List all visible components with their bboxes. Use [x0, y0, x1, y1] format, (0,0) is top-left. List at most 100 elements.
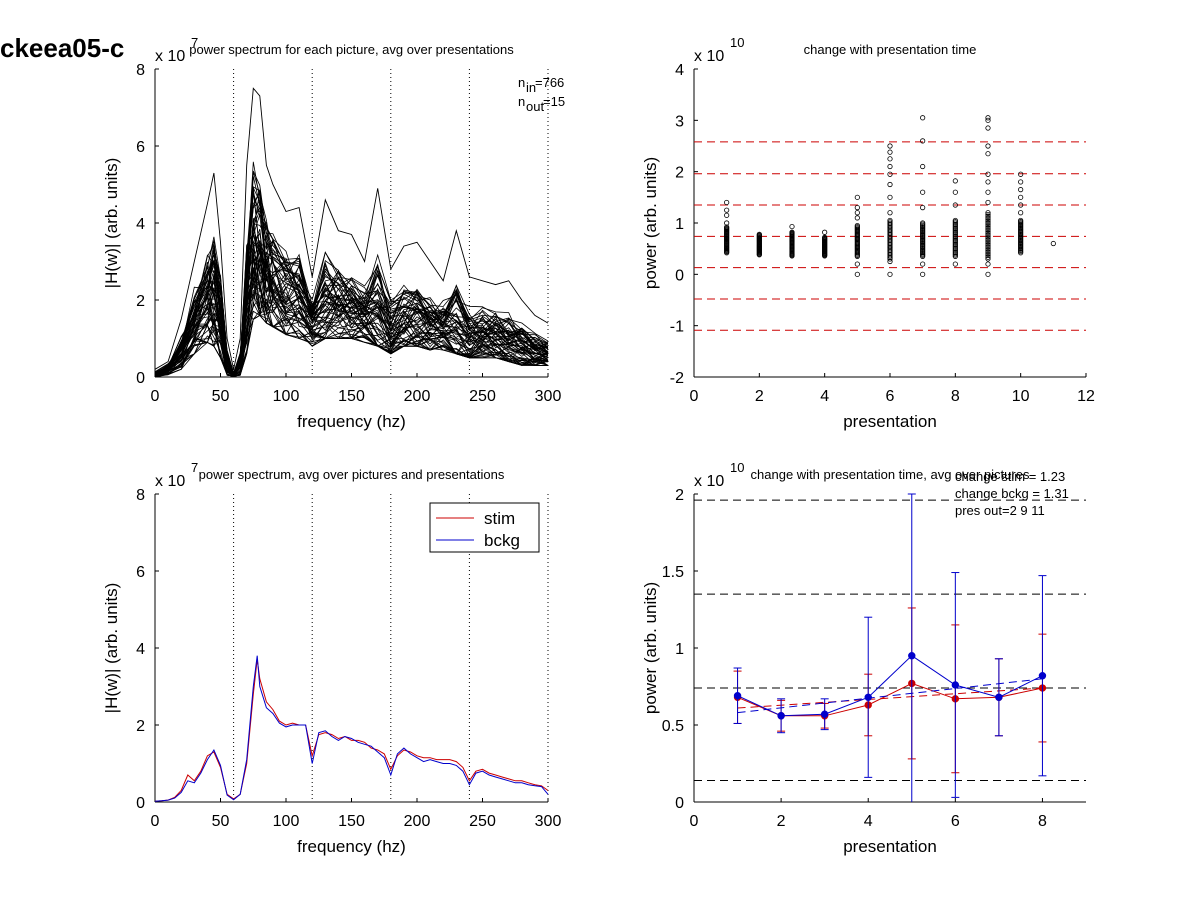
- legend: stim bckg: [429, 502, 540, 553]
- scatter-point: [985, 218, 991, 224]
- scatter-point: [887, 194, 893, 200]
- scatter-point: [985, 213, 991, 219]
- scatter-point: [920, 163, 926, 170]
- x-axis-label: frequency (hz): [297, 837, 406, 856]
- scatter-point: [952, 189, 958, 195]
- y-axis-label: |H(w)| (arb. units): [102, 158, 121, 289]
- scatter-point: [887, 271, 893, 277]
- scatter-point: [985, 234, 991, 240]
- scatter-point: [985, 227, 991, 233]
- x-tick-label: 200: [404, 813, 431, 830]
- x-tick-label: 250: [469, 388, 496, 405]
- series-point-bckg: [864, 693, 872, 701]
- y-tick-label: 2: [675, 487, 684, 504]
- scatter-point: [887, 143, 893, 149]
- scatter-point: [985, 254, 991, 260]
- scatter-point: [985, 179, 991, 185]
- scatter-point: [952, 261, 958, 267]
- x-tick-label: 150: [338, 813, 365, 830]
- scatter-point: [920, 205, 926, 211]
- spectrum-trace: [154, 248, 549, 377]
- scatter-point: [1018, 194, 1024, 200]
- axes-title: power spectrum, avg over pictures and pr…: [199, 467, 505, 482]
- y-exponent-power: 10: [730, 35, 744, 50]
- series-point-bckg: [1038, 672, 1047, 680]
- scatter-point: [985, 225, 991, 231]
- scatter-point: [952, 202, 958, 208]
- x-tick-label: 0: [690, 813, 699, 830]
- series-point-bckg: [995, 693, 1003, 701]
- series-line-bckg: [737, 655, 1043, 717]
- annotation-line: pres out=2 9 11: [955, 503, 1045, 518]
- x-tick-label: 4: [864, 813, 873, 830]
- panel-p1: 0 50 100 150 200 250 300 0 2 4 6 8 frequency (hz) |H(…: [102, 35, 565, 431]
- y-tick-label: 2: [675, 165, 684, 182]
- scatter-point: [887, 258, 893, 265]
- axes-title: change with presentation time, avg over …: [751, 467, 1030, 482]
- y-axis-label: |H(w)| (arb. units): [102, 583, 121, 714]
- y-tick-label: 4: [136, 641, 145, 658]
- y-tick-label: 2: [136, 293, 145, 310]
- scatter-point: [985, 228, 991, 235]
- scatter-point: [887, 219, 893, 225]
- y-tick-label: 6: [136, 139, 145, 156]
- y-exponent: x 10: [155, 473, 185, 490]
- annotation-in-base: n: [518, 75, 525, 90]
- scatter-point: [1018, 179, 1024, 185]
- scatter-point: [985, 244, 991, 250]
- x-tick-label: 10: [1012, 388, 1030, 405]
- x-tick-label: 8: [951, 388, 960, 405]
- scatter-point: [985, 115, 991, 121]
- y-tick-label: 8: [136, 487, 145, 504]
- scatter-point: [985, 189, 991, 195]
- scatter-point: [887, 163, 893, 170]
- scatter-point: [985, 232, 991, 238]
- x-axis-label: presentation: [843, 837, 937, 856]
- y-tick-label: 3: [675, 113, 684, 130]
- y-tick-label: 0: [136, 795, 145, 812]
- scatter-point: [887, 220, 893, 226]
- figure-title: ckeea05-c: [0, 33, 124, 63]
- y-tick-label: 4: [136, 216, 145, 233]
- scatter-point: [854, 205, 860, 211]
- scatter-point: [985, 251, 991, 257]
- x-tick-label: 200: [404, 388, 431, 405]
- axes-title: change with presentation time: [804, 42, 977, 57]
- trend-line-stim: [737, 687, 1043, 709]
- scatter-point: [985, 230, 991, 236]
- scatter-point: [1018, 171, 1024, 177]
- scatter-point: [920, 189, 926, 195]
- scatter-point: [985, 240, 991, 247]
- scatter-point: [985, 215, 991, 221]
- legend-label-bckg: bckg: [484, 531, 520, 550]
- x-tick-label: 0: [151, 813, 160, 830]
- scatter-point: [985, 261, 991, 267]
- scatter-point: [985, 125, 991, 131]
- y-exponent-power: 7: [191, 35, 198, 50]
- scatter-point: [985, 237, 991, 243]
- x-tick-label: 6: [886, 388, 895, 405]
- scatter-point: [985, 249, 991, 255]
- spectrum-trace-max: [154, 87, 549, 370]
- scatter-point: [920, 115, 926, 121]
- scatter-point: [822, 229, 828, 235]
- x-tick-label: 2: [777, 813, 786, 830]
- scatter-point: [724, 220, 730, 226]
- y-tick-label: 6: [136, 564, 145, 581]
- y-tick-label: 0: [675, 267, 684, 284]
- scatter-point: [854, 222, 860, 229]
- scatter-point: [985, 143, 991, 149]
- x-axis-label: presentation: [843, 412, 937, 431]
- annotation-out-value: =15: [543, 94, 565, 109]
- scatter-point: [854, 210, 860, 216]
- x-tick-label: 0: [690, 388, 699, 405]
- scatter-point: [1018, 217, 1024, 224]
- scatter-point: [985, 239, 991, 245]
- scatter-point: [822, 234, 828, 240]
- spectrum-trace: [154, 248, 549, 377]
- spectrum-trace: [154, 295, 548, 378]
- annotation-line: change bckg = 1.31: [955, 486, 1069, 501]
- series-point-bckg: [777, 712, 785, 720]
